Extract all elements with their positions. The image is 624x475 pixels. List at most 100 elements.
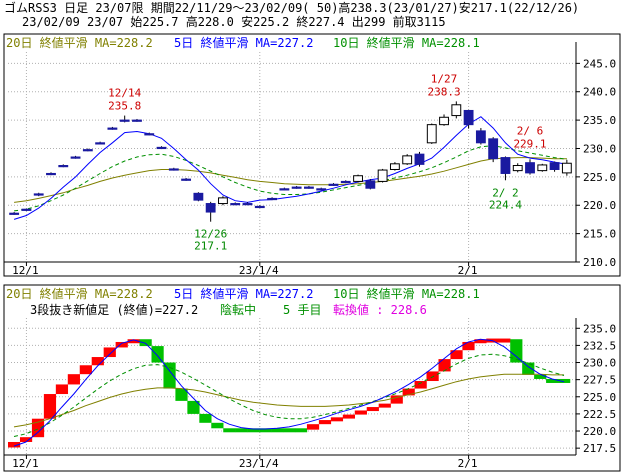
- candle-body-43: [537, 164, 548, 172]
- candle-body-3: [46, 172, 56, 176]
- bot-ma10-line: [13, 353, 565, 437]
- brick-32: [390, 395, 403, 404]
- bot-ytick-label-7: 235.0: [583, 322, 616, 335]
- annotation-date-0: 12/14: [108, 87, 141, 100]
- candle-body-2: [33, 193, 44, 196]
- candle-body-32: [402, 155, 413, 165]
- brick-29: [354, 410, 367, 415]
- top-xtick-label-0: 12/1: [12, 264, 39, 277]
- bot-ytick-label-6: 232.5: [583, 339, 616, 352]
- bot-ytick-label-4: 227.5: [583, 374, 616, 387]
- candle-body-6: [82, 149, 93, 152]
- brick-41: [498, 338, 511, 343]
- candle-body-27: [340, 180, 351, 184]
- bot-ytick-label-3: 225.0: [583, 391, 616, 404]
- annotation-date-2: 1/27: [431, 72, 458, 85]
- top-ma20-line: [14, 157, 567, 203]
- candle-body-22: [279, 188, 290, 191]
- brick-4: [55, 384, 69, 395]
- brick-11: [139, 339, 152, 347]
- candle-body-10: [132, 119, 142, 122]
- brick-39: [474, 339, 487, 344]
- brick-27: [330, 417, 344, 422]
- top-moving-averages: [13, 116, 567, 220]
- brick-22: [271, 428, 284, 433]
- top-xtick-label-1: 23/1/4: [239, 264, 279, 277]
- brick-20: [247, 428, 260, 433]
- candle-body-38: [475, 130, 486, 144]
- candle-body-37: [463, 109, 474, 126]
- brick-42: [510, 339, 523, 363]
- bot-xtick-label-1: 23/1/4: [239, 457, 279, 470]
- candle-body-35: [439, 116, 449, 126]
- candle-body-1: [21, 208, 32, 211]
- candle-body-17: [218, 197, 228, 205]
- brick-35: [426, 371, 439, 382]
- candle-body-41: [512, 165, 523, 172]
- brick-38: [462, 341, 475, 351]
- brick-46: [558, 378, 571, 383]
- bottom-legend: 20日 終値平滑 MA=228.2 5日 終値平滑 MA=227.2 10日 終…: [6, 286, 480, 301]
- annotation-value-1: 217.1: [194, 240, 227, 253]
- brick-37: [450, 350, 463, 360]
- candle-body-44: [549, 162, 560, 170]
- brick-5: [67, 374, 80, 385]
- brick-28: [342, 414, 356, 419]
- candle-body-29: [365, 180, 376, 189]
- brick-45: [546, 378, 559, 383]
- annotation-value-3: 229.1: [513, 138, 546, 151]
- brick-1: [19, 437, 33, 442]
- bot-ma5-line: [13, 338, 565, 447]
- renko-turn-value: 転換値 : 228.6: [333, 302, 427, 317]
- top-ma5-line: [13, 116, 567, 220]
- annotation-date-3: 2/ 6: [517, 125, 544, 138]
- candle-body-40: [500, 157, 511, 174]
- bot-ma20-line: [13, 373, 564, 428]
- top-ytick-label-7: 245.0: [583, 57, 616, 70]
- brick-10: [127, 339, 140, 344]
- top-legend: 20日 終値平滑 MA=228.2 5日 終値平滑 MA=227.2 10日 終…: [6, 35, 480, 50]
- top-chart-frame: [3, 33, 621, 277]
- candle-body-14: [181, 178, 192, 181]
- top-ytick-label-5: 235.0: [583, 114, 616, 127]
- brick-36: [438, 359, 451, 372]
- top-legend-ma20: 20日 終値平滑 MA=228.2: [6, 35, 153, 50]
- candle-body-45: [561, 162, 572, 174]
- brick-15: [187, 400, 200, 414]
- candle-body-23: [291, 186, 302, 189]
- brick-24: [294, 428, 308, 433]
- candle-body-5: [70, 156, 81, 159]
- brick-26: [318, 420, 332, 425]
- candle-body-0: [9, 212, 20, 215]
- bottom-legend-ma5: 5日 終値平滑 MA=227.2: [174, 286, 313, 301]
- header-line-2: 23/02/09 23/07 始225.7 高228.0 安225.2 終227…: [22, 15, 446, 29]
- brick-16: [199, 413, 212, 423]
- candle-body-7: [95, 142, 106, 145]
- brick-8: [103, 347, 116, 358]
- bottom-legend-ma20: 20日 終値平滑 MA=228.2: [6, 286, 153, 301]
- brick-0: [8, 441, 21, 448]
- candle-body-36: [451, 104, 462, 117]
- candle-body-16: [205, 203, 216, 213]
- candle-body-13: [168, 168, 179, 171]
- brick-34: [414, 381, 427, 389]
- brick-44: [534, 374, 547, 379]
- renko-title: 3段抜き新値足 (終値)=227.2: [30, 302, 198, 317]
- candle-body-30: [377, 169, 388, 182]
- top-ytick-label-6: 240.0: [583, 86, 616, 99]
- brick-31: [378, 403, 391, 408]
- candle-body-8: [107, 127, 118, 130]
- candle-body-34: [426, 124, 437, 144]
- top-candles: [9, 101, 572, 222]
- top-xtick-label-2: 2/1: [458, 264, 478, 277]
- candle-body-21: [267, 197, 277, 201]
- top-grid: [4, 42, 580, 266]
- brick-30: [366, 407, 379, 412]
- top-legend-ma10: 10日 終値平滑 MA=228.1: [333, 35, 480, 50]
- candle-body-26: [328, 183, 339, 186]
- candle-body-42: [525, 162, 535, 174]
- annotation-value-2: 238.3: [427, 85, 460, 98]
- brick-17: [211, 422, 224, 429]
